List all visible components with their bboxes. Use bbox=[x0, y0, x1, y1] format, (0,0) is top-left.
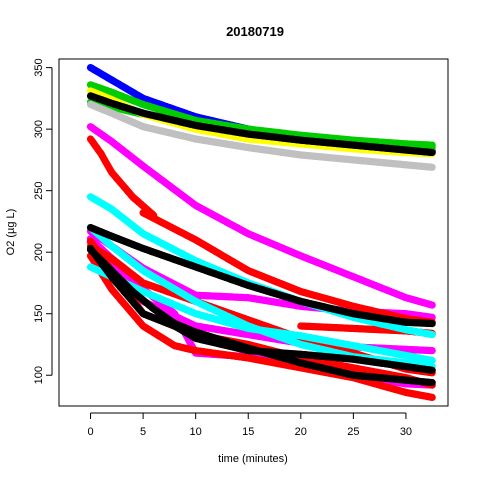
chart-title: 20180719 bbox=[226, 24, 284, 39]
plot-frame bbox=[58, 58, 449, 407]
data-point bbox=[428, 163, 436, 171]
data-points bbox=[86, 64, 436, 401]
data-point bbox=[428, 148, 436, 157]
data-point bbox=[428, 347, 436, 355]
data-point bbox=[428, 141, 436, 149]
series-4 bbox=[86, 92, 436, 157]
data-point bbox=[428, 301, 436, 309]
